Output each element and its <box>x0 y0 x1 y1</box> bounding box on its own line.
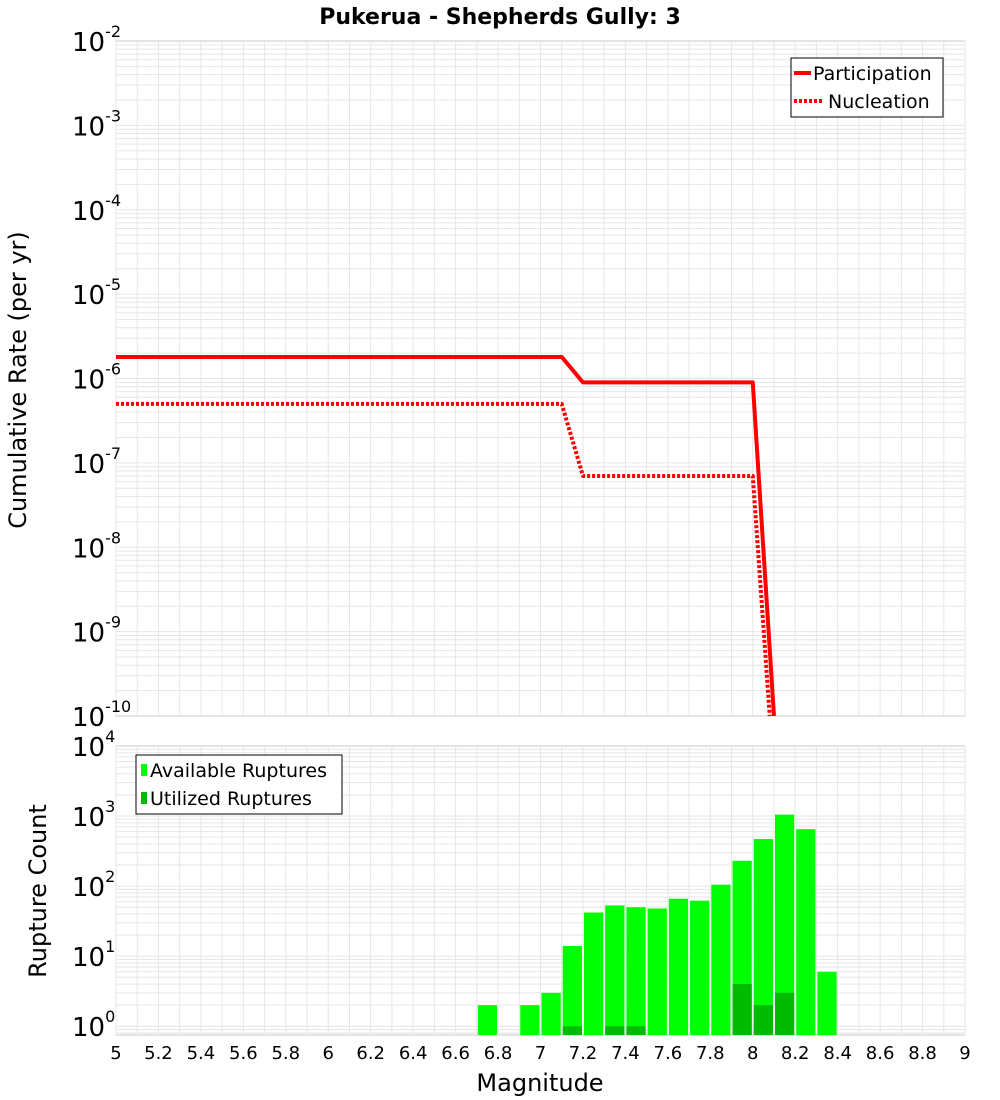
x-tick-label: 9 <box>959 1043 970 1064</box>
available-bar <box>796 829 816 1035</box>
rate-y-tick-label: 10-9 <box>72 613 121 649</box>
available-bar <box>626 907 646 1035</box>
rate-panel: 10-2 10-3 10-4 10-5 10-6 10-7 10-8 10-9 10-10 Cu… <box>4 22 966 733</box>
available-bar <box>647 908 667 1035</box>
x-tick-label: 7.8 <box>696 1043 725 1064</box>
available-bar <box>690 900 710 1035</box>
utilized-bar <box>626 1026 646 1035</box>
available-bar <box>520 1005 540 1035</box>
legend-participation-label: Participation <box>813 63 932 85</box>
rate-gridlines <box>115 41 966 716</box>
x-tick-label: 6.2 <box>356 1043 385 1064</box>
utilized-bar <box>774 992 795 1035</box>
available-bar <box>583 912 604 1035</box>
utilized-bar <box>562 1026 582 1035</box>
series-line-participation <box>116 354 776 717</box>
x-tick-label: 7.6 <box>654 1043 683 1064</box>
available-bar <box>477 1005 498 1035</box>
available-bar <box>774 814 795 1035</box>
count-y-tick-label: 100 <box>72 1007 115 1043</box>
available-bar <box>562 945 582 1035</box>
rate-y-tick-label: 10-3 <box>72 106 121 142</box>
utilized-bar <box>732 984 752 1035</box>
rate-y-axis-label: Cumulative Rate (per yr) <box>4 231 32 529</box>
utilized-bar <box>605 1026 625 1035</box>
legend-available-label: Available Ruptures <box>150 760 327 782</box>
available-bar <box>711 884 731 1035</box>
legend-utilized-label: Utilized Ruptures <box>150 788 312 810</box>
x-tick-label: 6.8 <box>484 1043 513 1064</box>
x-tick-label: 7.4 <box>611 1043 640 1064</box>
available-bar <box>753 839 773 1035</box>
rate-y-tick-label: 10-4 <box>72 191 121 227</box>
x-tick-label: 6.6 <box>441 1043 470 1064</box>
x-tick-label: 5.4 <box>187 1043 216 1064</box>
rate-y-tick-labels: 10-2 10-3 10-4 10-5 10-6 10-7 10-8 10-9 10-10 <box>72 22 131 733</box>
count-y-tick-label: 103 <box>72 797 115 833</box>
rate-series <box>116 354 776 717</box>
rate-y-tick-label: 10-7 <box>72 444 121 480</box>
x-tick-label: 5.6 <box>229 1043 258 1064</box>
x-tick-label: 5.2 <box>144 1043 173 1064</box>
legend-nucleation-label: Nucleation <box>828 91 930 113</box>
x-tick-label: 5 <box>110 1043 121 1064</box>
count-bars <box>477 814 837 1035</box>
count-y-tick-label: 102 <box>72 867 115 903</box>
x-tick-label: 7.2 <box>569 1043 598 1064</box>
rate-y-tick-label: 10-2 <box>72 22 121 58</box>
x-axis-label: Magnitude <box>476 1069 603 1097</box>
available-bar <box>605 905 625 1035</box>
x-tick-labels: 5 5.2 5.4 5.6 5.8 6 6.2 6.4 6.6 6.8 7 7.2 7.4 7.6 7.8 8… <box>110 1043 970 1064</box>
x-tick-label: 8.8 <box>908 1043 937 1064</box>
rate-y-tick-label: 10-6 <box>72 360 121 396</box>
count-legend: Available Ruptures Utilized Ruptures <box>135 754 343 815</box>
x-tick-label: 8.4 <box>823 1043 852 1064</box>
count-panel: 104 103 102 101 100 5 5.2 5.4 5.6 5.8 6 6.2 6.4 6.6 6… <box>24 727 971 1097</box>
x-tick-label: 8.2 <box>781 1043 810 1064</box>
legend-utilized-swatch <box>141 792 147 804</box>
x-tick-label: 8.6 <box>866 1043 895 1064</box>
rate-y-tick-label: 10-5 <box>72 275 121 311</box>
count-legend-box <box>135 754 343 815</box>
rate-legend: Participation Nucleation <box>790 57 944 118</box>
x-tick-label: 7 <box>535 1043 546 1064</box>
chart-title: Pukerua - Shepherds Gully: 3 <box>319 5 681 30</box>
x-tick-label: 6 <box>323 1043 334 1064</box>
count-y-tick-label: 101 <box>72 937 115 973</box>
rate-y-tick-label: 10-10 <box>72 697 131 733</box>
count-y-tick-label: 104 <box>72 727 115 763</box>
series-line-nucleation <box>116 401 772 717</box>
x-tick-label: 5.8 <box>271 1043 300 1064</box>
rate-legend-box <box>790 57 944 118</box>
available-bar <box>817 971 837 1035</box>
rate-y-tick-label: 10-8 <box>72 528 121 564</box>
legend-available-swatch <box>141 764 147 776</box>
x-tick-label: 8 <box>747 1043 758 1064</box>
available-bar <box>668 898 689 1035</box>
available-bar <box>541 992 561 1035</box>
count-y-axis-label: Rupture Count <box>24 804 52 978</box>
x-tick-label: 6.4 <box>399 1043 428 1064</box>
count-y-tick-labels: 104 103 102 101 100 <box>72 727 115 1043</box>
utilized-bar <box>753 1005 773 1035</box>
